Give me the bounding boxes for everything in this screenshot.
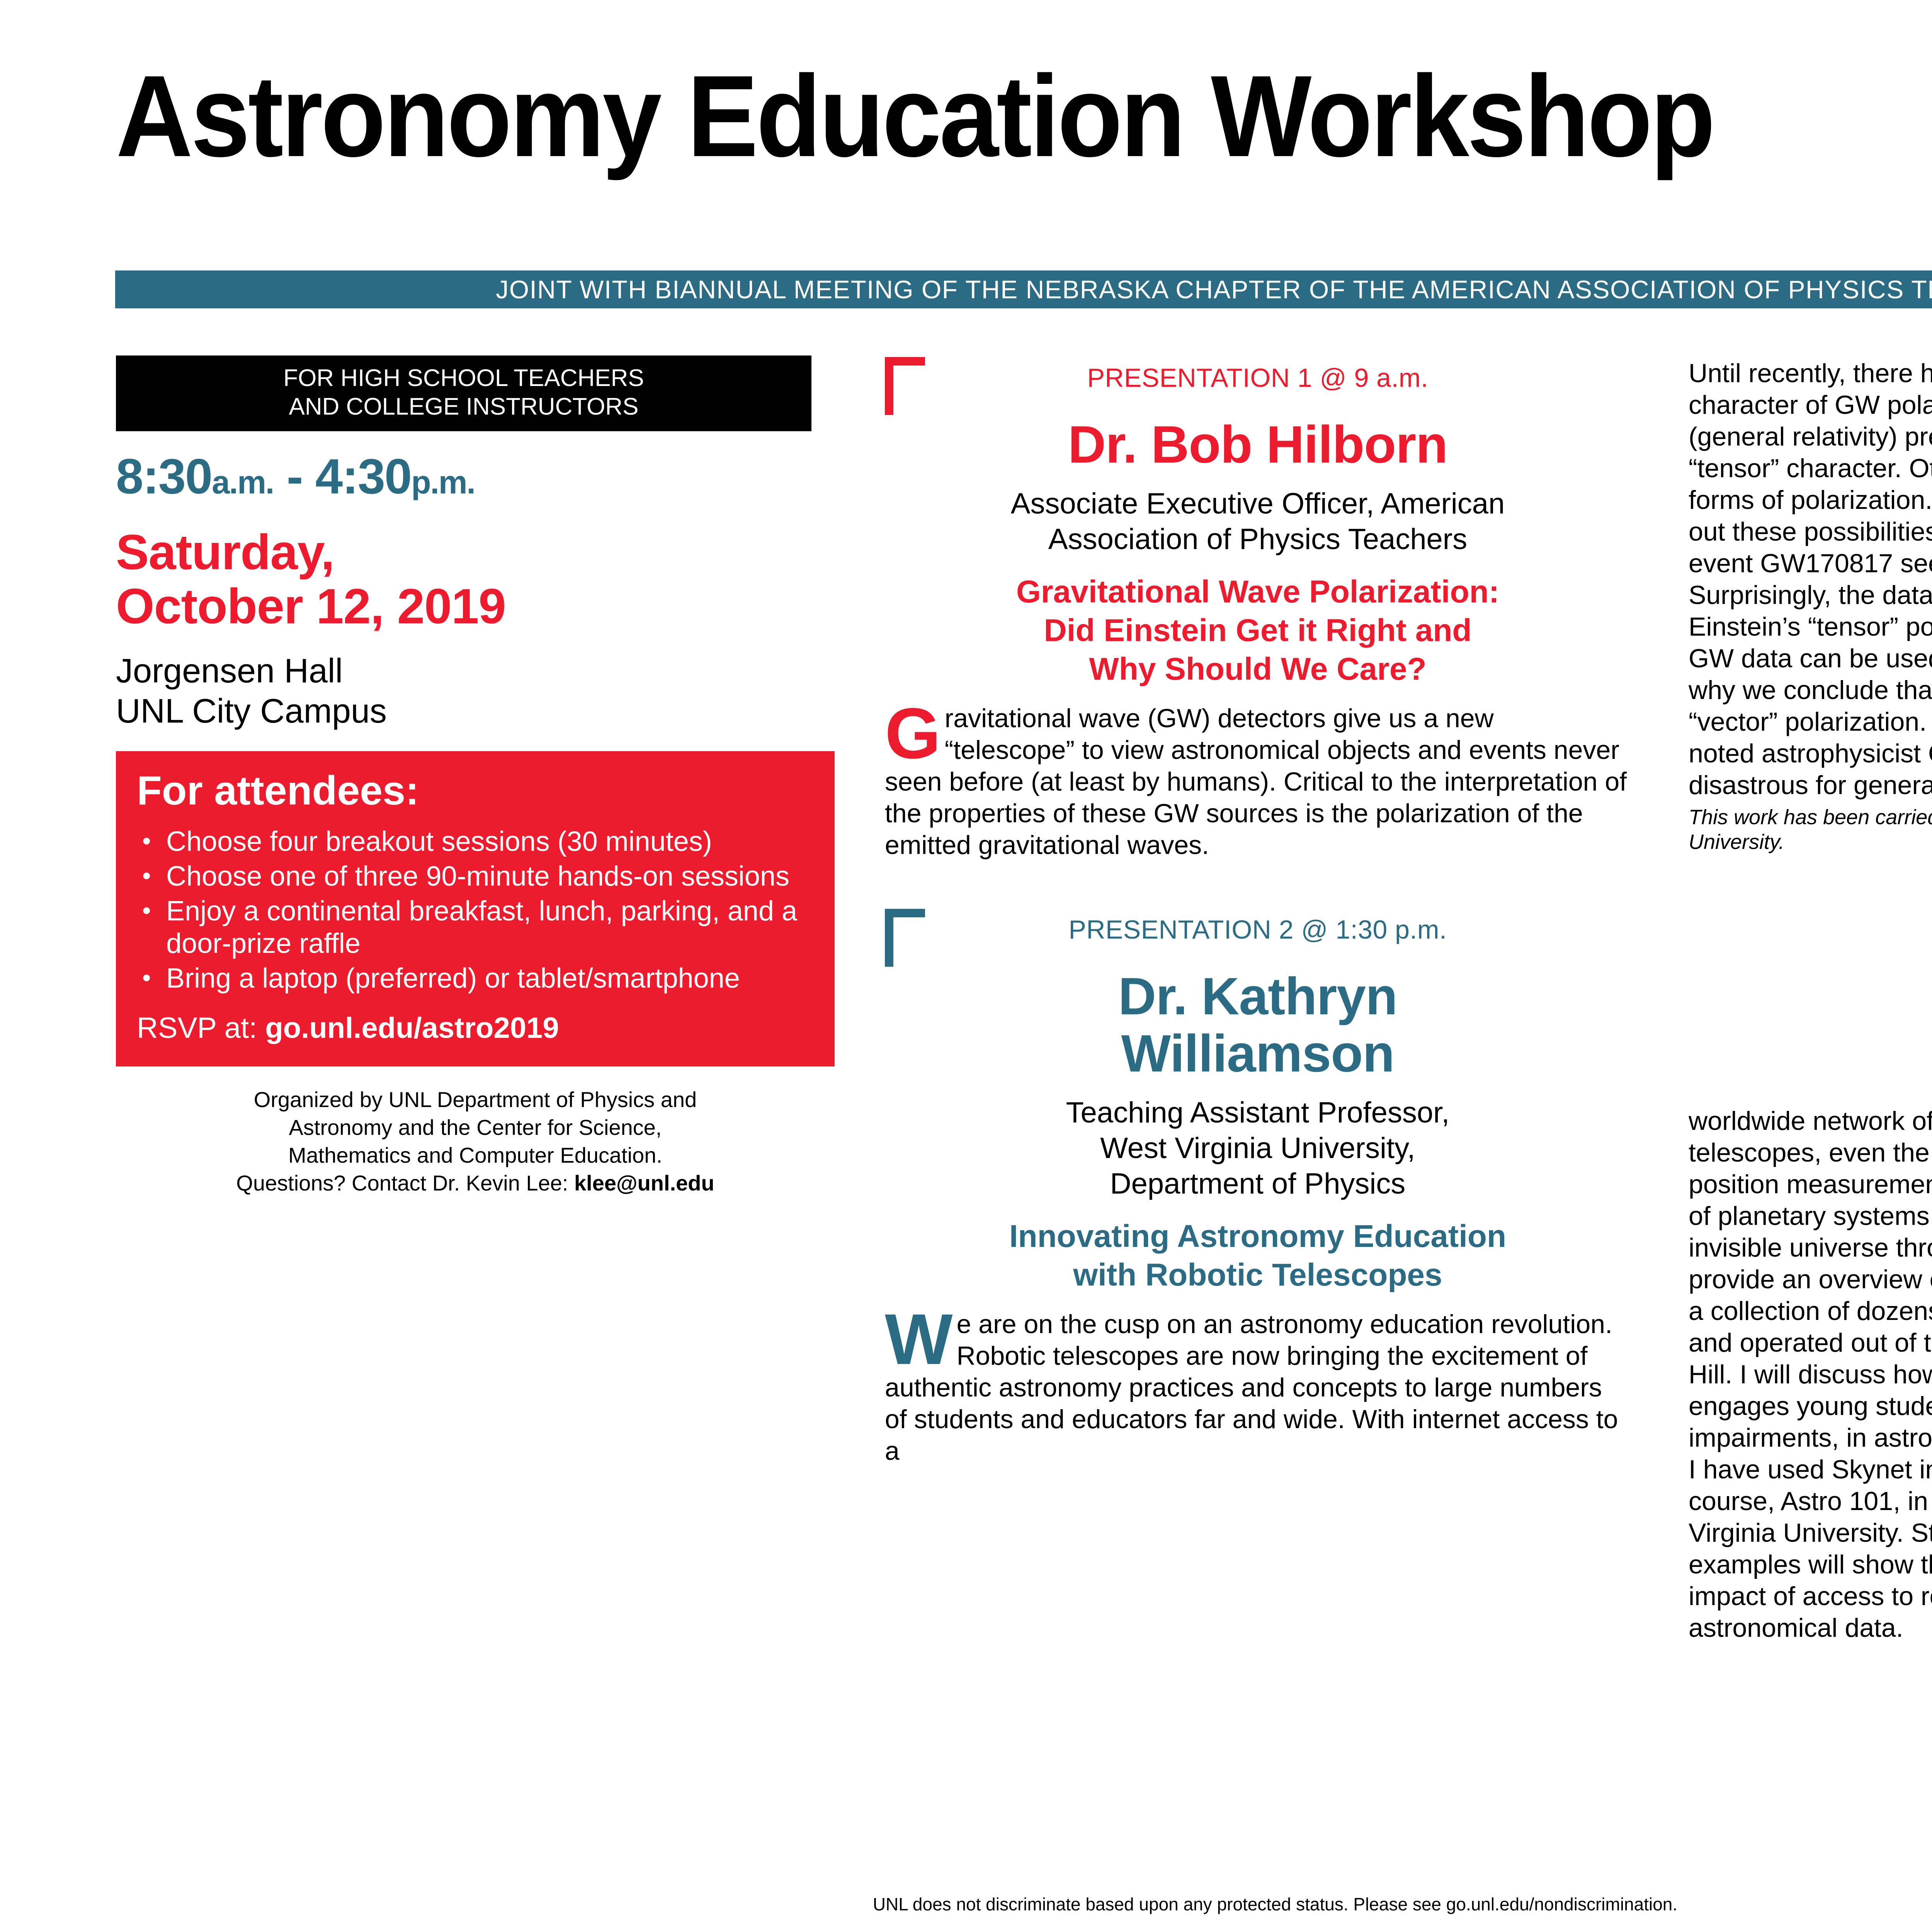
presentation-1-affiliation: Associate Executive Officer, American As… xyxy=(885,486,1631,557)
audience-line-1: FOR HIGH SCHOOL TEACHERS xyxy=(283,365,644,391)
organizer-note: Organized by UNL Department of Physics a… xyxy=(116,1086,835,1197)
presentation-2-label: PRESENTATION 2 @ 1:30 p.m. xyxy=(1068,915,1447,944)
presentation-1-header: PRESENTATION 1 @ 9 a.m. xyxy=(885,355,1631,415)
presentation-1-abstract-continued: Until recently, there has been no direct… xyxy=(1689,359,1932,800)
middle-column: PRESENTATION 1 @ 9 a.m. Dr. Bob Hilborn … xyxy=(885,355,1631,1467)
abstract-text: e are on the cusp on an astronomy educat… xyxy=(885,1310,1618,1466)
organizer-line-4: Questions? Contact Dr. Kevin Lee: klee@u… xyxy=(116,1169,835,1197)
organizer-line-1: Organized by UNL Department of Physics a… xyxy=(253,1087,697,1112)
talk-title-line-2: with Robotic Telescopes xyxy=(1073,1257,1442,1293)
time-start: 8:30 xyxy=(116,449,213,504)
right-column-presentation-1: Until recently, there has been no direct… xyxy=(1689,357,1932,854)
dropcap-w: W xyxy=(885,1299,953,1379)
talk-title-line-2: Did Einstein Get it Right and xyxy=(1044,613,1472,648)
talk-title-line-1: Gravitational Wave Polarization: xyxy=(1016,574,1500,609)
presentation-1-acknowledgment: This work has been carried out in collab… xyxy=(1689,806,1932,854)
talk-title-line-1: Innovating Astronomy Education xyxy=(1009,1219,1507,1254)
event-date: Saturday, October 12, 2019 xyxy=(116,526,835,634)
poster-header: Astronomy Education Workshop ® xyxy=(116,58,1932,240)
presentation-2-title: Innovating Astronomy Education with Robo… xyxy=(885,1217,1631,1294)
corner-bracket-teal-icon xyxy=(885,909,925,967)
speaker-line-1: Dr. Kathryn xyxy=(1118,967,1398,1026)
dropcap-g: G xyxy=(885,694,941,774)
list-item: Bring a laptop (preferred) or tablet/sma… xyxy=(137,961,814,995)
presentation-2-abstract-continued: worldwide network of remotely controlled… xyxy=(1689,1106,1932,1643)
time-end: 4:30 xyxy=(315,449,412,504)
time-dash: - xyxy=(274,449,316,504)
event-time: 8:30a.m. - 4:30p.m. xyxy=(116,451,835,508)
attendees-box: For attendees: Choose four breakout sess… xyxy=(116,751,835,1066)
affiliation-line-2: West Virginia University, xyxy=(1100,1132,1415,1165)
time-start-suffix: a.m. xyxy=(212,464,274,500)
time-end-suffix: p.m. xyxy=(411,464,476,500)
rsvp-label: RSVP at: xyxy=(137,1012,265,1044)
contact-email[interactable]: klee@unl.edu xyxy=(574,1171,714,1195)
list-item: Choose four breakout sessions (30 minute… xyxy=(137,825,814,858)
attendees-title: For attendees: xyxy=(137,768,419,813)
venue-line-2: UNL City Campus xyxy=(116,692,387,730)
audience-line-2: AND COLLEGE INSTRUCTORS xyxy=(289,393,639,420)
contact-label: Questions? Contact Dr. Kevin Lee: xyxy=(236,1171,574,1195)
event-date-line-1: Saturday, xyxy=(116,525,335,580)
event-date-line-2: October 12, 2019 xyxy=(116,579,506,634)
left-column: FOR HIGH SCHOOL TEACHERS AND COLLEGE INS… xyxy=(116,355,835,1197)
talk-title-line-3: Why Should We Care? xyxy=(1089,651,1427,687)
banner-text: JOINT WITH BIANNUAL MEETING OF THE NEBRA… xyxy=(496,275,1932,304)
footer-disclaimer: UNL does not discriminate based upon any… xyxy=(872,1894,1678,1914)
presentation-1-title: Gravitational Wave Polarization: Did Ein… xyxy=(885,573,1631,689)
audience-box: FOR HIGH SCHOOL TEACHERS AND COLLEGE INS… xyxy=(116,355,811,431)
page-title: Astronomy Education Workshop xyxy=(116,51,1715,181)
list-item: Enjoy a continental breakfast, lunch, pa… xyxy=(137,894,814,960)
corner-bracket-red-icon xyxy=(885,357,925,415)
attendees-list: Choose four breakout sessions (30 minute… xyxy=(137,825,814,995)
rsvp-line: RSVP at: go.unl.edu/astro2019 xyxy=(137,1012,814,1045)
affiliation-line-1: Teaching Assistant Professor, xyxy=(1066,1096,1450,1129)
abstract-text: ravitational wave (GW) detectors give us… xyxy=(885,704,1627,860)
presentation-2-speaker: Dr. Kathryn Williamson xyxy=(885,968,1631,1082)
presentation-2-header: PRESENTATION 2 @ 1:30 p.m. xyxy=(885,907,1631,967)
list-item: Choose one of three 90-minute hands-on s… xyxy=(137,859,814,893)
presentation-1-speaker: Dr. Bob Hilborn xyxy=(1068,415,1448,474)
presentation-1-label: PRESENTATION 1 @ 9 a.m. xyxy=(1087,363,1429,393)
affiliation-line-3: Department of Physics xyxy=(1110,1167,1406,1200)
presentation-2-affiliation: Teaching Assistant Professor, West Virgi… xyxy=(885,1095,1631,1202)
organizer-line-2: Astronomy and the Center for Science, xyxy=(289,1115,662,1139)
rsvp-url[interactable]: go.unl.edu/astro2019 xyxy=(265,1012,559,1044)
venue-line-1: Jorgensen Hall xyxy=(116,651,343,690)
subtitle-banner: JOINT WITH BIANNUAL MEETING OF THE NEBRA… xyxy=(115,270,1932,308)
affiliation-line-1: Associate Executive Officer, American xyxy=(1010,487,1505,520)
organizer-line-3: Mathematics and Computer Education. xyxy=(288,1143,663,1167)
speaker-line-2: Williamson xyxy=(1121,1024,1395,1083)
affiliation-line-2: Association of Physics Teachers xyxy=(1048,523,1468,556)
event-venue: Jorgensen Hall UNL City Campus xyxy=(116,651,835,731)
